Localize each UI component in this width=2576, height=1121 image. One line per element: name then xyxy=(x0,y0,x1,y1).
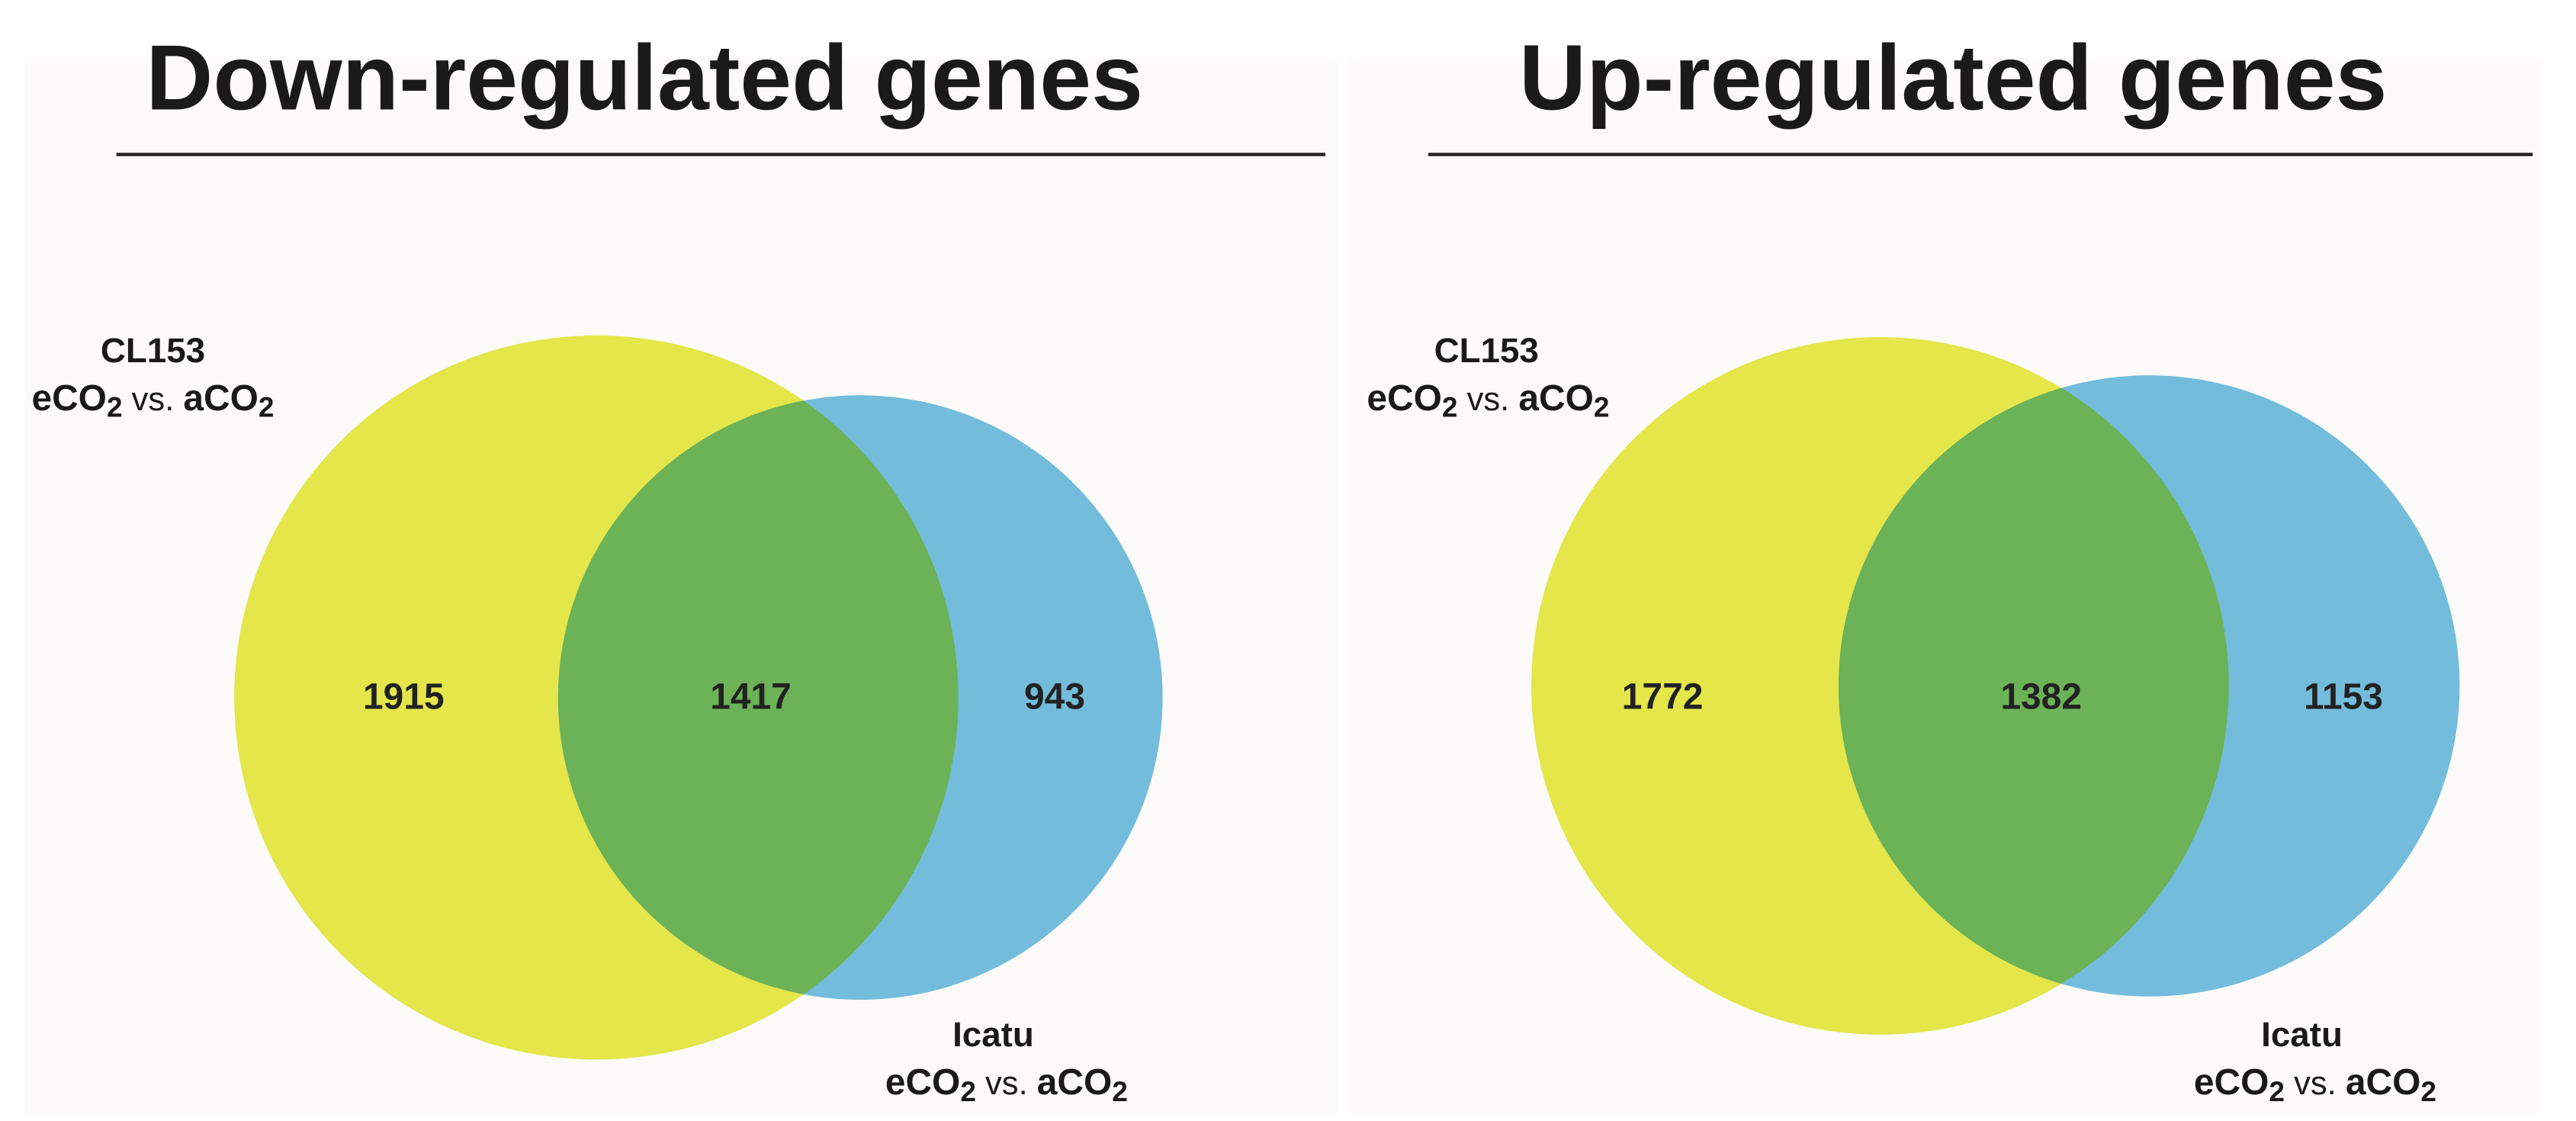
set-label-cl153-comparison: eCO2 vs. aCO2 xyxy=(1367,378,1609,423)
count-only-icatu: 943 xyxy=(1024,677,1085,718)
set-label-icatu-name: Icatu xyxy=(2261,1015,2343,1054)
set-label-cl153-name: CL153 xyxy=(101,331,205,370)
venn-overlap-region xyxy=(1838,375,2229,997)
set-label-cl153-name: CL153 xyxy=(1434,331,1539,370)
count-shared: 1382 xyxy=(2000,677,2082,718)
panel-title: Down-regulated genes xyxy=(146,26,1143,130)
count-only-cl153: 1915 xyxy=(363,677,445,718)
set-label-icatu-comparison: eCO2 vs. aCO2 xyxy=(885,1062,1128,1107)
panel-title: Up-regulated genes xyxy=(1519,26,2387,130)
set-label-icatu-name: Icatu xyxy=(952,1015,1034,1054)
count-only-cl153: 1772 xyxy=(1622,677,1704,718)
count-shared: 1417 xyxy=(710,677,792,718)
venn-overlap-region xyxy=(557,395,959,1001)
count-only-icatu: 1153 xyxy=(2304,677,2383,718)
venn-panel-up: Up-regulated genes CL153 eCO2 vs. aCO2 I… xyxy=(1348,26,2542,1113)
set-label-cl153-comparison: eCO2 vs. aCO2 xyxy=(31,378,274,423)
venn-panel-down: Down-regulated genes CL153 eCO2 vs. aCO2… xyxy=(24,26,1338,1113)
set-label-icatu-comparison: eCO2 vs. aCO2 xyxy=(2194,1062,2436,1107)
